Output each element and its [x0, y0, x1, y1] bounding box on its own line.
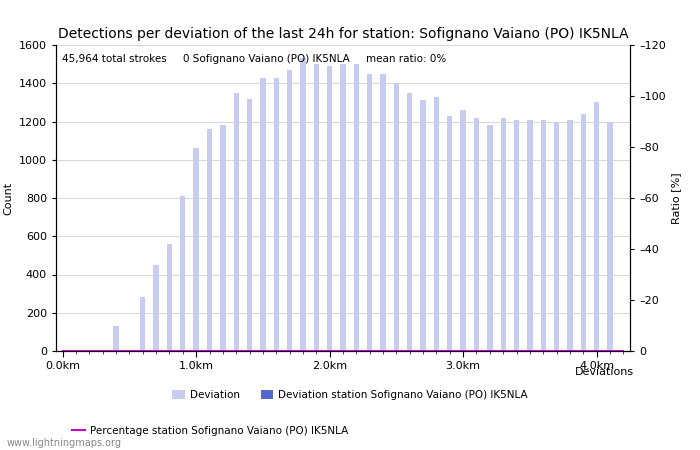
Bar — [167, 244, 172, 351]
Bar — [234, 93, 239, 351]
Y-axis label: Ratio [%]: Ratio [%] — [671, 172, 681, 224]
Legend: Percentage station Sofignano Vaiano (PO) IK5NLA: Percentage station Sofignano Vaiano (PO)… — [68, 422, 352, 440]
Bar — [300, 58, 306, 351]
Bar — [140, 297, 146, 351]
Bar — [514, 120, 519, 351]
Bar — [354, 64, 359, 351]
Bar — [461, 110, 466, 351]
Bar — [340, 64, 346, 351]
Bar — [314, 64, 319, 351]
Bar — [153, 265, 159, 351]
Bar — [540, 120, 546, 351]
Bar — [447, 116, 452, 351]
Bar — [487, 125, 493, 351]
Bar — [206, 129, 212, 351]
Bar — [407, 93, 412, 351]
Bar — [608, 122, 612, 351]
Bar — [287, 70, 293, 351]
Title: Detections per deviation of the last 24h for station: Sofignano Vaiano (PO) IK5N: Detections per deviation of the last 24h… — [57, 27, 629, 41]
Bar — [180, 196, 186, 351]
Bar — [113, 326, 119, 351]
Bar — [554, 122, 559, 351]
Bar — [474, 117, 480, 351]
Bar — [367, 74, 372, 351]
Bar — [380, 74, 386, 351]
Bar — [220, 125, 225, 351]
Y-axis label: Count: Count — [4, 181, 13, 215]
Bar — [327, 66, 332, 351]
Bar — [434, 97, 439, 351]
Text: www.lightningmaps.org: www.lightningmaps.org — [7, 438, 122, 448]
Bar — [260, 77, 265, 351]
Bar — [594, 103, 599, 351]
Text: Deviations: Deviations — [575, 367, 634, 377]
Bar — [274, 77, 279, 351]
Bar — [393, 83, 399, 351]
Bar — [527, 120, 533, 351]
Bar — [247, 99, 252, 351]
Bar — [500, 117, 506, 351]
Bar — [567, 120, 573, 351]
Bar — [421, 100, 426, 351]
Bar — [193, 148, 199, 351]
Legend: Deviation, Deviation station Sofignano Vaiano (PO) IK5NLA: Deviation, Deviation station Sofignano V… — [168, 386, 532, 404]
Text: 45,964 total strokes     0 Sofignano Vaiano (PO) IK5NLA     mean ratio: 0%: 45,964 total strokes 0 Sofignano Vaiano … — [62, 54, 446, 64]
Bar — [580, 114, 586, 351]
